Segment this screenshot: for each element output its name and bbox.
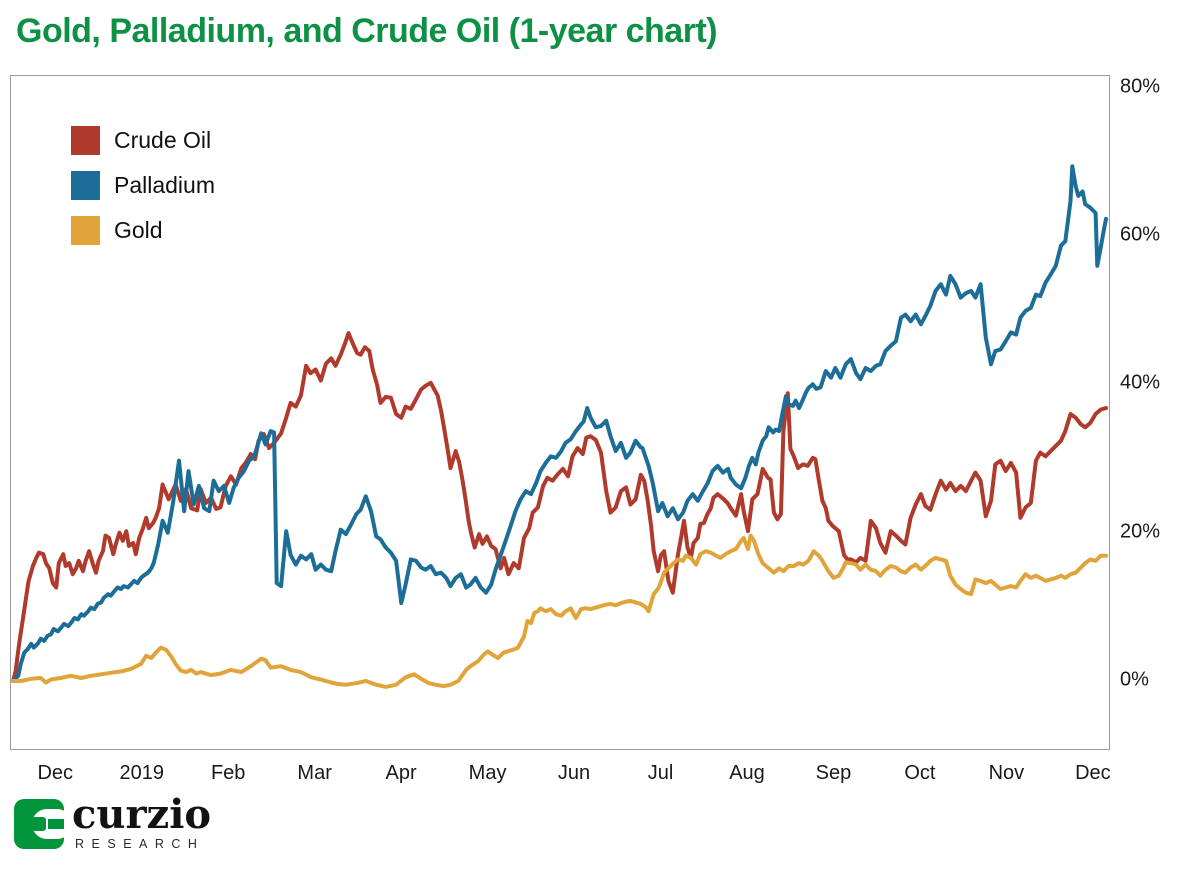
legend-label: Palladium [114,172,215,198]
y-axis-tick-label: 40% [1120,371,1161,394]
x-axis-tick-label: Jun [557,762,591,784]
x-axis-tick-label: Dec [37,762,74,784]
x-axis-tick-label: Nov [988,762,1025,784]
legend-swatch [71,216,100,245]
logo-wordmark: curzio RESEARCH [72,795,211,851]
x-axis-tick-label: 2019 [119,762,164,784]
legend-label: Crude Oil [114,127,212,153]
legend-item-palladium: Palladium [71,171,215,200]
series-line-crude-oil [11,331,1108,683]
x-axis-tick-label: Dec [1075,762,1111,784]
x-axis-tick-label: Mar [297,762,332,784]
x-axis-tick-label: Jul [647,762,674,784]
x-axis-tick-label: Apr [385,762,417,784]
legend: Crude Oil Palladium Gold [71,126,215,245]
legend-swatch [71,126,100,155]
legend-item-crude-oil: Crude Oil [71,126,215,155]
y-axis-tick-label: 0% [1120,668,1149,691]
y-axis-tick-label: 20% [1120,520,1161,543]
series-line-palladium [11,164,1108,683]
chart-canvas [11,164,1108,689]
curzio-logo-icon [14,799,64,849]
logo-brand-text: curzio [72,791,212,838]
logo-inner-square [32,817,46,831]
x-axis-tick-label: Sep [815,762,852,784]
legend-swatch [71,171,100,200]
logo-subtext: RESEARCH [75,837,205,851]
x-axis-tick-label: Feb [210,762,246,784]
brand-logo: curzio RESEARCH [14,795,211,851]
page-title: Gold, Palladium, and Crude Oil (1-year c… [16,12,718,50]
x-axis-tick-label: Oct [904,762,936,784]
chart-plot-area: Crude Oil Palladium Gold [10,75,1110,750]
legend-label: Gold [114,217,163,243]
y-axis-tick-label: 60% [1120,223,1161,246]
y-axis-tick-label: 80% [1120,75,1161,98]
x-axis-tick-label: May [468,762,507,784]
x-axis-tick-label: Aug [729,762,765,784]
legend-item-gold: Gold [71,216,215,245]
logo-notch [48,819,64,829]
series-line-gold [11,533,1108,689]
